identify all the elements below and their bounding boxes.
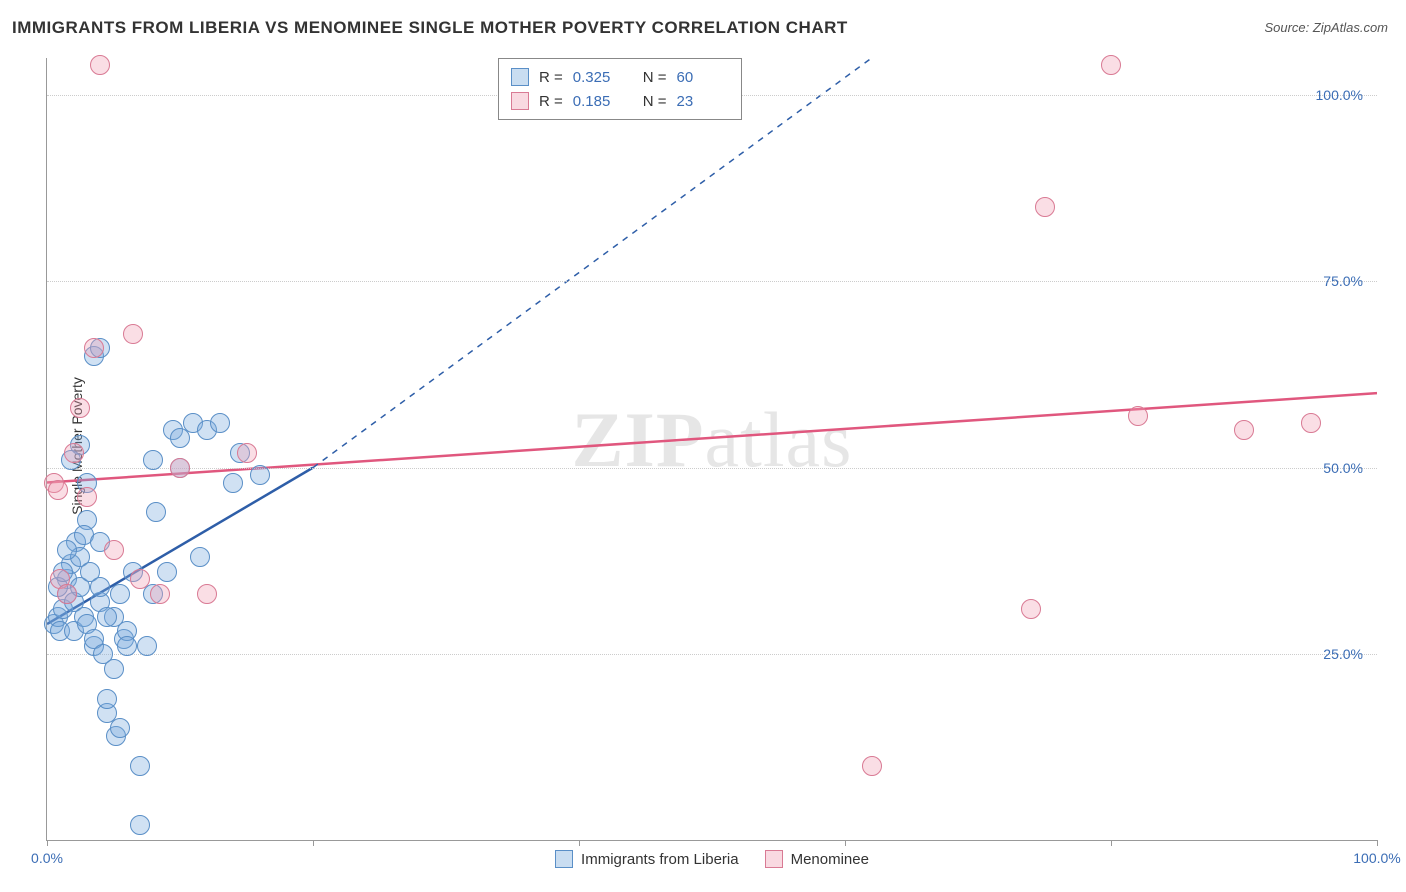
x-tick — [47, 840, 48, 846]
chart-title: IMMIGRANTS FROM LIBERIA VS MENOMINEE SIN… — [12, 18, 848, 38]
legend-row-blue: R = 0.325 N = 60 — [511, 65, 729, 89]
data-point-menominee — [1021, 599, 1041, 619]
x-tick-label: 100.0% — [1353, 850, 1400, 866]
data-point-liberia — [57, 540, 77, 560]
legend-swatch — [765, 850, 783, 868]
data-point-menominee — [64, 443, 84, 463]
data-point-liberia — [143, 450, 163, 470]
x-tick — [313, 840, 314, 846]
data-point-liberia — [110, 584, 130, 604]
data-point-menominee — [237, 443, 257, 463]
data-point-menominee — [57, 584, 77, 604]
legend-row-pink: R = 0.185 N = 23 — [511, 89, 729, 113]
gridline — [47, 654, 1377, 655]
data-point-menominee — [862, 756, 882, 776]
data-point-menominee — [48, 480, 68, 500]
data-point-liberia — [157, 562, 177, 582]
data-point-menominee — [77, 487, 97, 507]
data-point-liberia — [90, 577, 110, 597]
data-point-liberia — [190, 547, 210, 567]
data-point-menominee — [1234, 420, 1254, 440]
y-tick-label: 25.0% — [1323, 646, 1363, 662]
data-point-menominee — [1035, 197, 1055, 217]
data-point-liberia — [146, 502, 166, 522]
source-label: Source: ZipAtlas.com — [1264, 20, 1388, 35]
data-point-menominee — [70, 398, 90, 418]
gridline — [47, 468, 1377, 469]
data-point-liberia — [250, 465, 270, 485]
data-point-liberia — [210, 413, 230, 433]
data-point-liberia — [223, 473, 243, 493]
y-tick-label: 100.0% — [1316, 87, 1363, 103]
gridline — [47, 281, 1377, 282]
legend-label: Immigrants from Liberia — [581, 851, 739, 868]
data-point-liberia — [130, 756, 150, 776]
data-point-liberia — [97, 689, 117, 709]
legend-swatch — [555, 850, 573, 868]
x-tick — [845, 840, 846, 846]
data-point-menominee — [1101, 55, 1121, 75]
data-point-menominee — [104, 540, 124, 560]
data-point-menominee — [1301, 413, 1321, 433]
n-label: N = — [643, 69, 667, 86]
n-value: 23 — [677, 93, 729, 110]
data-point-liberia — [104, 659, 124, 679]
scatter-plot: ZIPatlas Immigrants from LiberiaMenomine… — [46, 58, 1377, 841]
watermark: ZIPatlas — [572, 395, 853, 485]
x-tick-label: 0.0% — [31, 850, 63, 866]
data-point-menominee — [123, 324, 143, 344]
legend-bottom: Immigrants from Liberia Menominee — [47, 850, 1377, 868]
x-tick — [579, 840, 580, 846]
legend-label: Menominee — [791, 851, 869, 868]
data-point-menominee — [130, 569, 150, 589]
data-point-menominee — [84, 338, 104, 358]
legend-top: R = 0.325 N = 60 R = 0.185 N = 23 — [498, 58, 742, 120]
data-point-menominee — [197, 584, 217, 604]
r-label: R = — [539, 69, 563, 86]
x-tick — [1111, 840, 1112, 846]
y-tick-label: 50.0% — [1323, 460, 1363, 476]
data-point-liberia — [117, 636, 137, 656]
x-tick — [1377, 840, 1378, 846]
r-label: R = — [539, 93, 563, 110]
data-point-menominee — [1128, 406, 1148, 426]
legend-item-pink: Menominee — [765, 850, 869, 868]
data-point-menominee — [170, 458, 190, 478]
n-label: N = — [643, 93, 667, 110]
n-value: 60 — [677, 69, 729, 86]
legend-item-blue: Immigrants from Liberia — [555, 850, 739, 868]
legend-swatch — [511, 68, 529, 86]
data-point-liberia — [97, 607, 117, 627]
data-point-liberia — [130, 815, 150, 835]
r-value: 0.325 — [573, 69, 625, 86]
r-value: 0.185 — [573, 93, 625, 110]
data-point-menominee — [90, 55, 110, 75]
data-point-liberia — [137, 636, 157, 656]
legend-swatch — [511, 92, 529, 110]
y-tick-label: 75.0% — [1323, 273, 1363, 289]
data-point-liberia — [110, 718, 130, 738]
data-point-menominee — [150, 584, 170, 604]
